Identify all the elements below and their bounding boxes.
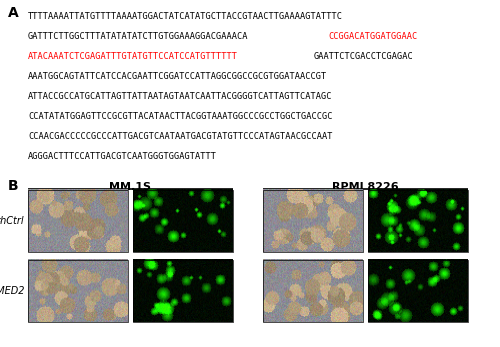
- Text: A: A: [8, 6, 19, 20]
- Text: Phase Contrast 100x: Phase Contrast 100x: [266, 192, 360, 201]
- Text: CCGGACATGGATGGAAC: CCGGACATGGATGGAAC: [328, 32, 418, 41]
- Text: GFP 100x: GFP 100x: [162, 192, 204, 201]
- Text: B: B: [8, 178, 18, 193]
- Text: RPMI 8226: RPMI 8226: [332, 181, 399, 192]
- Text: TTTTAAAATTATGTTTTAAAATGGACTATCATATGCTTACCGTAACTTGAAAAGTATTTC: TTTTAAAATTATGTTTTAAAATGGACTATCATATGCTTAC…: [28, 12, 343, 21]
- Bar: [28, 189, 128, 252]
- Text: shCtrl: shCtrl: [0, 215, 25, 226]
- Bar: [28, 260, 128, 322]
- Text: AAATGGCAGTATTCATCCACGAATTCGGATCCATTAGGCGGCCGCGTGGATAACCGT: AAATGGCAGTATTCATCCACGAATTCGGATCCATTAGGCG…: [28, 72, 327, 81]
- Bar: [263, 189, 363, 252]
- Text: GATTTCTTGGCTTTATATATATCTTGTGGAAAGGACGAAACA: GATTTCTTGGCTTTATATATATCTTGTGGAAAGGACGAAA…: [28, 32, 248, 41]
- Bar: [263, 260, 363, 322]
- Bar: [133, 189, 233, 252]
- Bar: [368, 260, 468, 322]
- Text: Phase Contrast 100x: Phase Contrast 100x: [31, 192, 125, 201]
- Text: MM.1S: MM.1S: [110, 181, 152, 192]
- Text: GFP 100x: GFP 100x: [396, 192, 440, 201]
- Text: CCAACGACCCCCGCCCATTGACGTCAATAATGACGTATGTTCCCATAGTAACGCCAAT: CCAACGACCCCCGCCCATTGACGTCAATAATGACGTATGT…: [28, 132, 332, 141]
- Text: ATACAAATCTCGAGATTTGTATGTTCCATCCATGTTTTTT: ATACAAATCTCGAGATTTGTATGTTCCATCCATGTTTTTT: [28, 52, 238, 61]
- Bar: [368, 189, 468, 252]
- Text: shTMED2: shTMED2: [0, 286, 25, 296]
- Text: AGGGACTTTCCATTGACGTCAATGGGTGGAGTATTT: AGGGACTTTCCATTGACGTCAATGGGTGGAGTATTT: [28, 152, 217, 161]
- Text: GAATTCTCGACCTCGAGAC: GAATTCTCGACCTCGAGAC: [314, 52, 414, 61]
- Text: CCATATATGGAGTTCCGCGTTACATAACTTACGGTAAATGGCCCGCCTGGCTGACCGC: CCATATATGGAGTTCCGCGTTACATAACTTACGGTAAATG…: [28, 112, 332, 121]
- Text: ATTACCGCCATGCATTAGTTATTAATAGTAATCAATTACGGGGTCATTAGTTCATAGC: ATTACCGCCATGCATTAGTTATTAATAGTAATCAATTACG…: [28, 92, 332, 101]
- Bar: [133, 260, 233, 322]
